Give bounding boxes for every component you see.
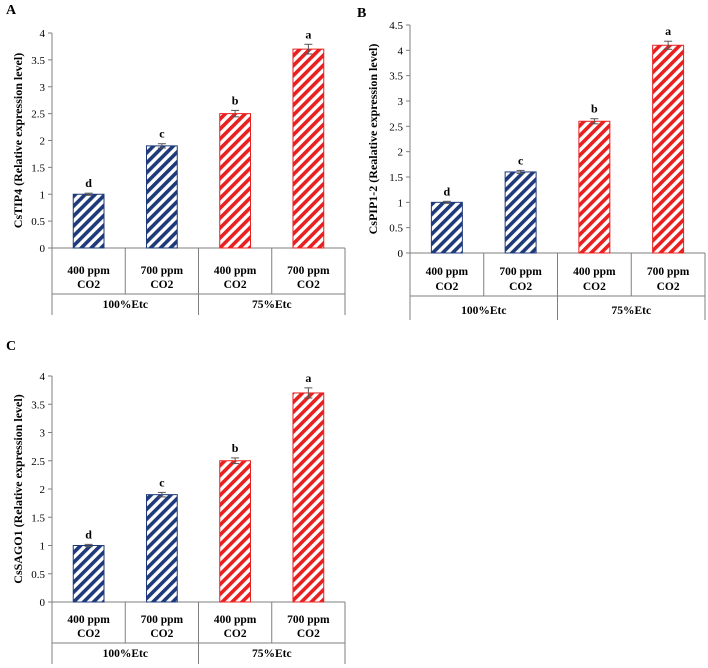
y-tick-label: 3.5 [31, 399, 45, 411]
significance-label: a [305, 27, 311, 41]
y-tick-label: 3 [398, 96, 404, 108]
x-tick-label: 400 ppm [67, 614, 110, 626]
y-tick-label: 0.5 [389, 223, 403, 235]
x-tick-label: CO2 [297, 279, 320, 291]
y-tick-label: 3 [40, 82, 46, 94]
group-label: 75%Etc [252, 648, 292, 660]
bar [219, 113, 252, 249]
panel-label: B [357, 6, 366, 21]
x-tick-label: CO2 [435, 281, 458, 293]
y-tick-label: 2.5 [31, 109, 45, 121]
bar [72, 545, 105, 603]
group-label: 100%Etc [103, 648, 148, 660]
bar [145, 494, 178, 603]
y-tick-label: 3 [40, 428, 46, 440]
x-tick-label: 700 ppm [141, 265, 184, 277]
x-tick-label: 400 ppm [67, 265, 110, 277]
significance-label: b [232, 441, 239, 455]
y-tick-label: 0 [40, 243, 46, 255]
bar [292, 48, 325, 249]
significance-label: a [665, 24, 671, 38]
x-tick-label: 400 ppm [214, 265, 257, 277]
y-tick-label: 2 [398, 147, 404, 159]
significance-label: d [85, 527, 92, 541]
significance-label: c [159, 475, 165, 489]
significance-label: c [518, 153, 524, 167]
x-tick-label: CO2 [583, 281, 606, 293]
panel-c: C CsSAGO1 (Relative expression level) 0 0.5… [6, 339, 346, 664]
group-label: 75%Etc [611, 305, 651, 317]
x-tick-label: CO2 [77, 279, 100, 291]
panel-label: C [6, 339, 16, 354]
x-tick-label: CO2 [77, 628, 100, 640]
y-tick-label: 4 [40, 28, 46, 40]
panel-b: B CsPIP1-2 (Realative expression level) 0 0… [357, 6, 706, 320]
y-axis-label: CsPIP1-2 (Realative expression level) [366, 44, 380, 235]
bar [292, 392, 325, 603]
y-tick-label: 1.5 [31, 162, 45, 174]
y-tick-label: 0.5 [31, 216, 45, 228]
y-tick-label: 1 [40, 189, 46, 201]
x-tick-label: 700 ppm [287, 614, 330, 626]
bar [219, 460, 252, 603]
x-tick-label: CO2 [150, 279, 173, 291]
x-tick-label: 700 ppm [287, 265, 330, 277]
group-label: 100%Etc [103, 299, 148, 311]
bar [430, 201, 463, 254]
y-tick-label: 3.5 [389, 71, 403, 83]
bar [578, 120, 611, 254]
group-label: 75%Etc [252, 299, 292, 311]
significance-label: d [444, 184, 451, 198]
x-tick-label: CO2 [297, 628, 320, 640]
panel-a: A CsTIP4 (Relative expression level) 0 0.5 1… [6, 3, 346, 315]
y-tick-label: 3.5 [31, 55, 45, 67]
x-tick-label: CO2 [657, 281, 680, 293]
x-tick-label: 700 ppm [499, 266, 542, 278]
significance-label: b [232, 93, 239, 107]
x-tick-label: 400 ppm [426, 266, 469, 278]
x-tick-label: CO2 [509, 281, 532, 293]
bar [652, 44, 685, 254]
y-tick-label: 1.5 [31, 512, 45, 524]
bar [72, 193, 105, 249]
group-label: 100%Etc [461, 305, 506, 317]
y-tick-label: 0 [398, 248, 404, 260]
y-axis-label: CsSAGO1 (Relative expression level) [11, 394, 25, 583]
y-tick-label: 1.5 [389, 172, 403, 184]
y-tick-label: 2 [40, 484, 46, 496]
x-tick-label: CO2 [224, 628, 247, 640]
panel-label: A [6, 3, 17, 18]
y-tick-label: 4 [40, 371, 46, 383]
y-tick-label: 0 [40, 597, 46, 609]
x-tick-label: CO2 [224, 279, 247, 291]
y-tick-label: 4.5 [389, 20, 403, 32]
bar [504, 171, 537, 254]
significance-label: c [159, 127, 165, 141]
y-tick-label: 1 [398, 197, 404, 209]
y-tick-label: 2.5 [31, 456, 45, 468]
y-tick-label: 0.5 [31, 569, 45, 581]
bar [145, 145, 178, 249]
significance-label: b [591, 102, 598, 116]
y-tick-label: 4 [398, 45, 404, 57]
y-axis-label: CsTIP4 (Relative expression level) [11, 53, 25, 228]
y-tick-label: 2 [40, 136, 46, 148]
y-tick-label: 1 [40, 541, 46, 553]
x-tick-label: 400 ppm [214, 614, 257, 626]
x-tick-label: 400 ppm [573, 266, 616, 278]
x-tick-label: 700 ppm [647, 266, 690, 278]
significance-label: a [305, 371, 311, 385]
y-tick-label: 2.5 [389, 121, 403, 133]
significance-label: d [85, 176, 92, 190]
x-tick-label: 700 ppm [141, 614, 184, 626]
x-tick-label: CO2 [150, 628, 173, 640]
